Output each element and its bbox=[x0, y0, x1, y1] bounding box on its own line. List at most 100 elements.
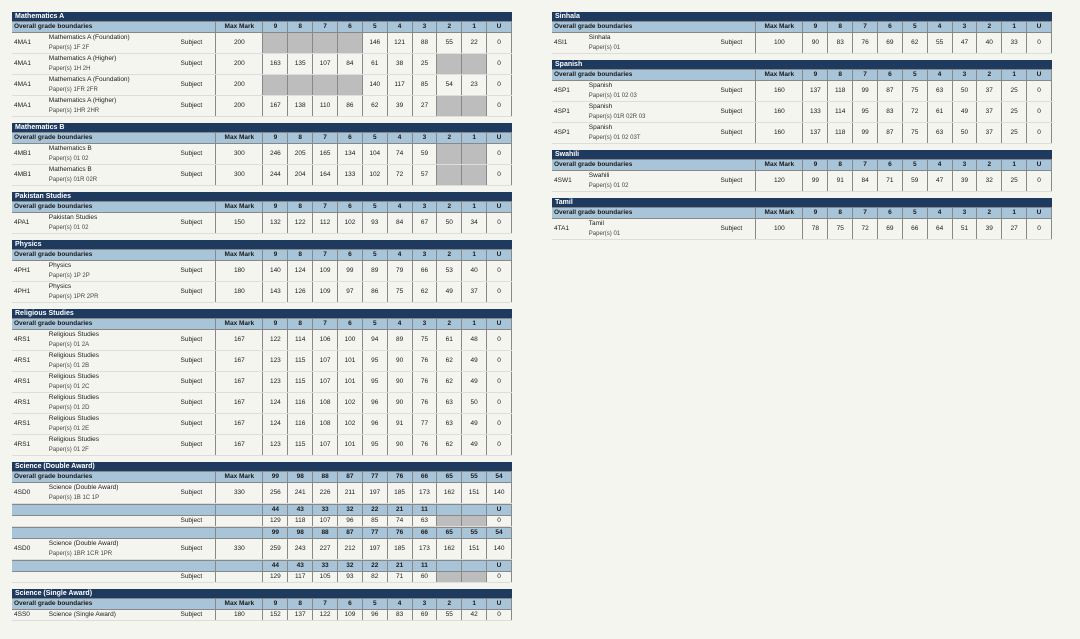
grade-header: 98 bbox=[288, 472, 313, 483]
grade-cell: 79 bbox=[387, 261, 412, 282]
grade-cell: 25 bbox=[1002, 81, 1027, 102]
grade-cell: 99 bbox=[853, 123, 878, 144]
maxmark-cell: 330 bbox=[216, 483, 263, 504]
grade-header: 4 bbox=[387, 250, 412, 261]
grade-header: 66 bbox=[412, 528, 437, 539]
grade-cell bbox=[437, 516, 462, 527]
grade-cell: 0 bbox=[1027, 102, 1052, 123]
grade-cell: 86 bbox=[338, 96, 363, 117]
grade-header: 9 bbox=[803, 70, 828, 81]
papers-line: Paper(s) 01 bbox=[589, 43, 717, 53]
grade-cell: 0 bbox=[487, 75, 512, 96]
grade-cell: 197 bbox=[362, 483, 387, 504]
grade-cell: 243 bbox=[288, 539, 313, 560]
header-row: 99988887777666655554 bbox=[12, 528, 512, 539]
desc-cell: Religious StudiesPaper(s) 01 2B bbox=[47, 351, 179, 372]
maxmark-header: Max Mark bbox=[216, 472, 263, 483]
maxmark-header: Max Mark bbox=[756, 208, 803, 219]
grade-header: 33 bbox=[313, 505, 338, 516]
grade-cell bbox=[437, 96, 462, 117]
table-row: 4PH1PhysicsPaper(s) 1PR 2PRSubject180143… bbox=[12, 282, 512, 303]
grade-cell: 167 bbox=[263, 96, 288, 117]
grade-cell: 83 bbox=[878, 102, 903, 123]
grade-header: 3 bbox=[952, 22, 977, 33]
grade-cell: 66 bbox=[412, 261, 437, 282]
grade-cell: 49 bbox=[462, 372, 487, 393]
grade-cell: 49 bbox=[462, 351, 487, 372]
grade-header: 7 bbox=[313, 22, 338, 33]
maxmark-header bbox=[216, 528, 263, 539]
subject-cell: Subject bbox=[179, 435, 216, 456]
grade-header: 8 bbox=[828, 160, 853, 171]
maxmark-cell: 180 bbox=[216, 282, 263, 303]
grade-cell: 115 bbox=[288, 435, 313, 456]
grade-cell: 84 bbox=[338, 54, 363, 75]
grade-cell: 83 bbox=[828, 33, 853, 54]
grade-cell: 61 bbox=[362, 54, 387, 75]
grade-header: 32 bbox=[337, 561, 362, 572]
grade-cell: 0 bbox=[487, 330, 512, 351]
grade-cell: 75 bbox=[902, 81, 927, 102]
grade-header: 2 bbox=[977, 70, 1002, 81]
grade-cell: 151 bbox=[462, 539, 487, 560]
grade-header: 2 bbox=[437, 250, 462, 261]
header-row: 44433332222111U bbox=[12, 505, 512, 516]
papers-line: Paper(s) 01 bbox=[589, 229, 717, 239]
papers-line: Paper(s) 1B 1C 1P bbox=[49, 493, 177, 503]
grade-cell: 118 bbox=[828, 81, 853, 102]
grade-cell: 25 bbox=[1002, 171, 1027, 192]
papers-line: Paper(s) 01 2A bbox=[49, 340, 177, 350]
grade-header: 76 bbox=[387, 472, 412, 483]
grade-cell: 62 bbox=[412, 282, 437, 303]
grade-header: 1 bbox=[1002, 70, 1027, 81]
grade-cell: 95 bbox=[362, 435, 387, 456]
ogb-label: Overall grade boundaries bbox=[12, 202, 179, 213]
grade-header: 1 bbox=[1002, 160, 1027, 171]
grade-header: 3 bbox=[412, 202, 437, 213]
grade-cell: 102 bbox=[362, 165, 387, 186]
grade-cell: 55 bbox=[437, 33, 462, 54]
code-cell: 4SD0 bbox=[12, 539, 47, 560]
subject-cell: Subject bbox=[719, 102, 756, 123]
grade-cell: 137 bbox=[803, 81, 828, 102]
subject-block: Religious StudiesOverall grade boundarie… bbox=[12, 309, 512, 456]
subject-title: Physics bbox=[12, 240, 512, 249]
desc-cell: Mathematics A (Higher)Paper(s) 1HR 2HR bbox=[47, 96, 179, 117]
grade-cell: 151 bbox=[462, 483, 487, 504]
grade-cell: 0 bbox=[1027, 219, 1052, 240]
papers-line: Paper(s) 01 2B bbox=[49, 361, 177, 371]
grade-table: Overall grade boundariesMax Mark98765432… bbox=[552, 159, 1052, 192]
code-cell: 4SP1 bbox=[552, 81, 587, 102]
grade-cell: 124 bbox=[288, 261, 313, 282]
grade-header: 43 bbox=[288, 505, 313, 516]
ogb-label: Overall grade boundaries bbox=[12, 472, 179, 483]
grade-header: 6 bbox=[338, 133, 363, 144]
table-row: 4MA1Mathematics A (Higher)Paper(s) 1HR 2… bbox=[12, 96, 512, 117]
grade-header: 1 bbox=[462, 133, 487, 144]
grade-header: 1 bbox=[462, 22, 487, 33]
maxmark-cell: 160 bbox=[756, 102, 803, 123]
table-row: 4MA1Mathematics A (Foundation)Paper(s) 1… bbox=[12, 33, 512, 54]
maxmark-header: Max Mark bbox=[216, 319, 263, 330]
grade-header: 54 bbox=[487, 528, 512, 539]
grade-cell: 101 bbox=[338, 351, 363, 372]
grade-cell: 96 bbox=[362, 393, 387, 414]
subject-title: Pakistan Studies bbox=[12, 192, 512, 201]
subject-cell: Subject bbox=[179, 96, 216, 117]
grade-header: 5 bbox=[362, 319, 387, 330]
ogb-label: Overall grade boundaries bbox=[552, 160, 719, 171]
grade-cell bbox=[462, 54, 487, 75]
grade-cell: 0 bbox=[487, 393, 512, 414]
grade-cell: 63 bbox=[437, 393, 462, 414]
subject-title: Religious Studies bbox=[12, 309, 512, 318]
ogb-label: Overall grade boundaries bbox=[12, 319, 179, 330]
grade-cell: 107 bbox=[313, 54, 338, 75]
maxmark-cell: 167 bbox=[216, 414, 263, 435]
grade-cell: 0 bbox=[487, 516, 512, 527]
grade-cell: 74 bbox=[387, 516, 412, 527]
grade-header: 3 bbox=[952, 160, 977, 171]
grade-header: 8 bbox=[288, 133, 313, 144]
grade-cell: 63 bbox=[412, 516, 437, 527]
ogb-label: Overall grade boundaries bbox=[12, 22, 179, 33]
grade-cell: 0 bbox=[487, 96, 512, 117]
